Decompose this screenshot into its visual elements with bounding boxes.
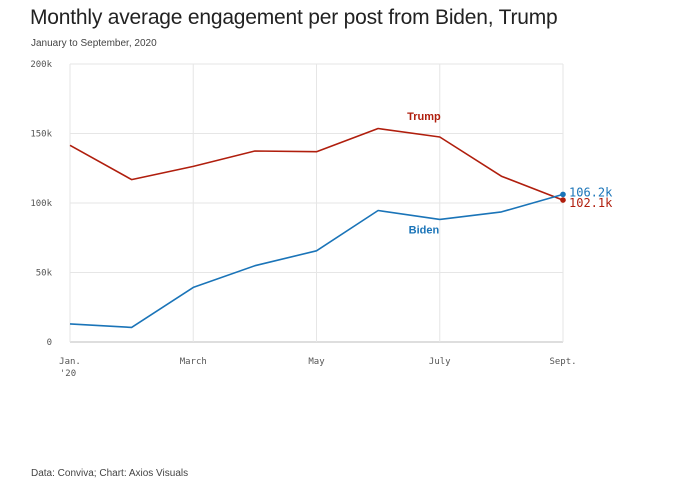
x-tick-label-year: '20 — [60, 369, 76, 379]
grid — [69, 63, 564, 343]
series-line-trump — [69, 127, 564, 201]
x-tick-label: May — [308, 357, 325, 367]
end-label-trump: 102.1k — [569, 196, 613, 210]
x-tick-label: March — [180, 357, 207, 367]
end-label-biden: 106.2k — [569, 185, 613, 199]
y-tick-label: 100k — [30, 199, 52, 209]
x-tick-label: July — [429, 357, 451, 367]
y-tick-label: 0 — [47, 338, 52, 348]
series-label-biden: Biden — [409, 224, 440, 236]
axis-ticks: 0 50k 100k 150k 200k Jan. '20 March May July Sept. — [30, 60, 576, 379]
y-tick-label: 200k — [30, 60, 52, 70]
series-line-biden — [69, 193, 564, 329]
end-point-biden — [560, 191, 566, 198]
x-tick-label: Sept. — [549, 357, 576, 367]
chart-subtitle: January to September, 2020 — [31, 38, 157, 49]
source-note: Data: Conviva; Chart: Axios Visuals — [31, 468, 189, 479]
series-lines — [69, 127, 566, 329]
series-label-trump: Trump — [407, 111, 441, 123]
chart-title: Monthly average engagement per post from… — [30, 6, 558, 29]
y-tick-label: 150k — [30, 130, 52, 140]
y-tick-label: 50k — [36, 269, 53, 279]
end-point-trump — [560, 197, 566, 203]
x-tick-label: Jan. — [59, 357, 81, 367]
